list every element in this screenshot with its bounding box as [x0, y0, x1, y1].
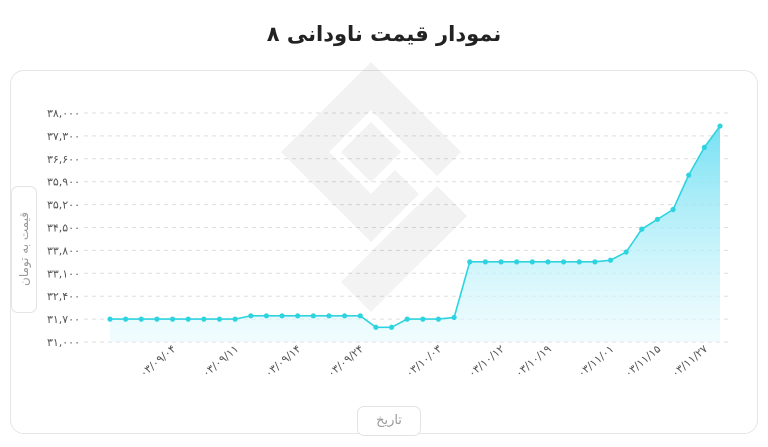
data-point	[248, 313, 254, 319]
y-axis-label-box	[11, 186, 37, 313]
y-tick-label: ۳۱,۰۰۰	[47, 336, 80, 349]
x-tick-label: ۰۳/۰۹/۱۴	[262, 342, 303, 380]
x-tick-label: ۰۳/۱۱/۰۱	[575, 342, 616, 380]
x-tick-label: ۰۳/۱۰/۱۹	[513, 342, 554, 380]
data-point	[451, 314, 457, 321]
data-point	[498, 259, 504, 265]
x-tick-label: ۰۳/۰۹/۲۴	[325, 342, 366, 380]
y-tick-label: ۳۶,۶۰۰	[47, 153, 80, 166]
data-point	[717, 123, 723, 129]
data-point	[435, 316, 442, 322]
page-title: نمودار قیمت ناودانی ۸	[266, 22, 502, 46]
x-tick-label: ۰۳/۰۹/۰۴	[137, 342, 178, 380]
y-tick-label: ۳۱,۷۰۰	[47, 313, 80, 326]
data-point	[169, 316, 176, 322]
y-tick-label: ۳۲,۴۰۰	[47, 290, 80, 303]
data-point	[279, 313, 285, 319]
data-point	[326, 313, 332, 319]
data-point	[576, 259, 582, 265]
data-point	[357, 313, 363, 319]
data-point	[592, 259, 598, 265]
y-tick-label: ۳۳,۱۰۰	[47, 267, 80, 280]
y-tick-label: ۳۵,۹۰۰	[47, 176, 80, 189]
x-tick-label: ۰۳/۱۱/۲۷	[669, 342, 710, 380]
series-area	[110, 126, 720, 342]
data-point	[123, 316, 129, 322]
data-point	[670, 206, 676, 213]
data-point	[107, 316, 113, 322]
data-point	[295, 313, 301, 319]
x-tick-label: ۰۳/۱۱/۱۵	[622, 342, 663, 380]
data-point	[607, 257, 614, 263]
data-point	[310, 313, 316, 319]
y-tick-label: ۳۵,۲۰۰	[47, 199, 80, 212]
y-axis-label: قیمت به تومان	[17, 212, 31, 286]
data-point	[154, 316, 160, 322]
data-point	[404, 316, 410, 322]
data-point	[420, 316, 426, 322]
x-tick-label: ۰۳/۰۹/۱۱	[200, 342, 241, 380]
data-point	[701, 144, 707, 150]
data-point	[388, 324, 395, 330]
y-tick-label: ۳۳,۸۰۰	[47, 244, 80, 257]
data-point	[529, 259, 535, 265]
data-point	[373, 324, 379, 330]
x-tick-label: ۰۳/۱۰/۱۲	[466, 342, 507, 380]
data-point	[216, 316, 223, 322]
data-point	[263, 313, 270, 319]
watermark-logo	[281, 62, 467, 312]
data-point	[514, 259, 520, 265]
x-axis-label: تاریخ	[357, 406, 421, 436]
series-line	[110, 125, 721, 329]
data-point	[467, 259, 473, 265]
x-tick-label: ۰۳/۱۰/۰۳	[403, 342, 444, 380]
data-point	[482, 259, 488, 265]
data-point	[654, 216, 661, 222]
data-point	[342, 313, 348, 319]
data-point	[138, 316, 144, 322]
y-tick-label: ۳۴,۵۰۰	[47, 222, 80, 235]
data-point	[201, 316, 207, 322]
y-tick-label: ۳۸,۰۰۰	[47, 107, 80, 120]
data-point	[232, 316, 238, 322]
data-point	[639, 226, 645, 232]
data-point	[623, 249, 629, 255]
data-point	[545, 259, 551, 265]
data-point	[185, 316, 191, 322]
y-tick-label: ۳۷,۳۰۰	[47, 130, 80, 143]
data-point	[686, 172, 692, 178]
data-point	[560, 259, 567, 265]
